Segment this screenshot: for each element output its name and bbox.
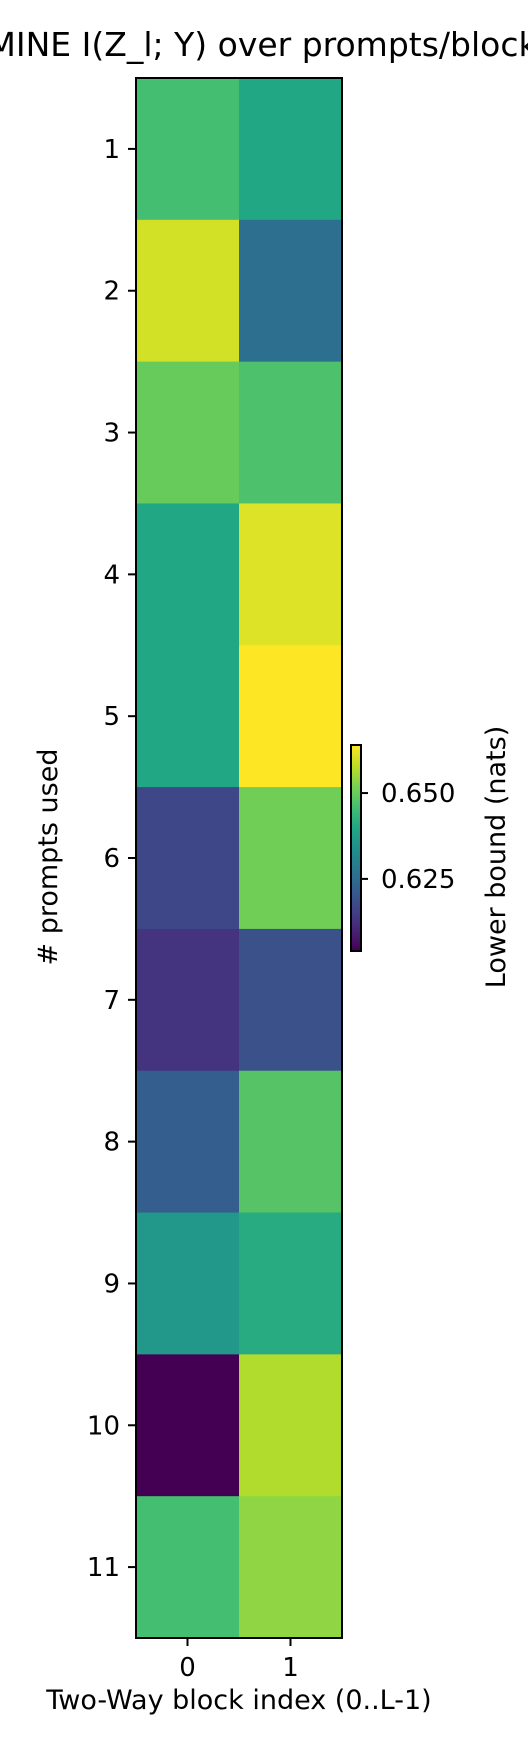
x-tick-label: 1 <box>282 1653 299 1683</box>
y-tick-label: 6 <box>103 844 120 874</box>
heatmap-cell <box>136 219 240 363</box>
heatmap-cell <box>239 787 343 930</box>
heatmap-cell <box>136 1070 240 1214</box>
y-tick-label: 5 <box>103 702 120 732</box>
y-tick-label: 1 <box>103 135 120 165</box>
heatmap-cell <box>136 645 240 788</box>
colorbar-gradient <box>350 744 362 952</box>
heatmap-cell <box>136 787 240 930</box>
colorbar-tick-label: 0.625 <box>381 865 455 895</box>
heatmap-cell <box>239 78 343 221</box>
y-tick-label: 2 <box>103 277 120 307</box>
heatmap-cell <box>239 1212 343 1355</box>
heatmap-cell <box>136 1496 240 1639</box>
heatmap-cell <box>239 1496 343 1639</box>
heatmap-cell <box>239 219 343 363</box>
heatmap-cell <box>136 928 240 1072</box>
y-tick-label: 11 <box>87 1553 120 1583</box>
y-axis-label: # prompts used <box>33 749 64 966</box>
y-tick-label: 3 <box>103 419 120 449</box>
heatmap-cells <box>136 78 343 1639</box>
heatmap-cell <box>136 361 240 504</box>
heatmap-cell <box>239 645 343 788</box>
heatmap-cell <box>239 503 343 646</box>
heatmap-cell <box>136 503 240 646</box>
heatmap-cell <box>136 1354 240 1497</box>
y-tick-label: 9 <box>103 1269 120 1299</box>
heatmap-cell <box>239 1070 343 1214</box>
chart-title: NWJ/MINE I(Z_l; Y) over prompts/blocks <box>0 25 528 64</box>
y-tick-label: 8 <box>103 1128 120 1158</box>
x-axis-label: Two-Way block index (0..L-1) <box>45 1685 431 1716</box>
y-tick-label: 7 <box>103 986 120 1016</box>
colorbar-label: Lower bound (nats) <box>481 726 512 988</box>
y-tick-label: 4 <box>103 560 120 590</box>
heatmap-cell <box>239 928 343 1072</box>
y-tick-label: 10 <box>87 1411 120 1441</box>
colorbar-tick-label: 0.650 <box>381 779 455 809</box>
heatmap-cell <box>239 1354 343 1497</box>
y-axis-ticks: 1 2 3 4 5 6 7 8 9 10 11 <box>87 135 136 1583</box>
heatmap-cell <box>136 78 240 221</box>
colorbar: 0.625 0.650 <box>350 744 455 952</box>
heatmap-cell <box>136 1212 240 1355</box>
x-tick-label: 0 <box>179 1653 196 1683</box>
heatmap-cell <box>239 361 343 504</box>
